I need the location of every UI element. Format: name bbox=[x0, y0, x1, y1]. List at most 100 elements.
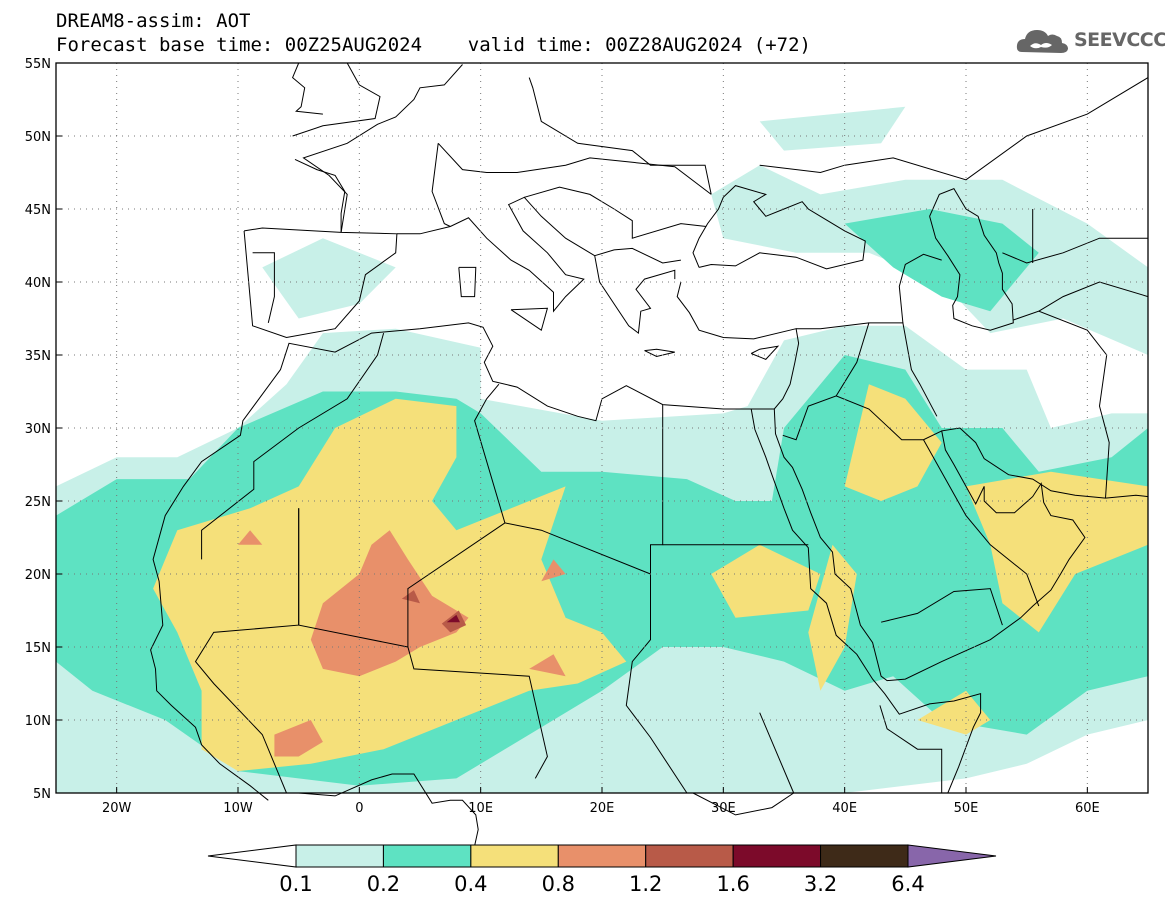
aot-region-level-3 bbox=[844, 384, 942, 501]
aot-region-level-1 bbox=[759, 106, 906, 151]
colorbar-label: 1.2 bbox=[629, 872, 662, 896]
aot-field bbox=[56, 106, 1148, 793]
coastline-or-border bbox=[294, 158, 346, 233]
coastline-or-border bbox=[431, 143, 451, 227]
coastline-or-border bbox=[879, 705, 943, 793]
coastline-or-border bbox=[201, 332, 385, 560]
lat-tick-label: 5N bbox=[33, 787, 51, 802]
lat-tick-label: 40N bbox=[25, 276, 51, 291]
coastline-or-border bbox=[625, 574, 688, 794]
aot-region-level-2 bbox=[844, 209, 1039, 312]
lat-tick-label: 10N bbox=[25, 714, 51, 729]
colorbar-bin bbox=[645, 844, 734, 868]
aot-region-level-4 bbox=[310, 530, 469, 677]
aot-region-level-3 bbox=[808, 544, 857, 691]
coastline-or-border bbox=[692, 185, 866, 270]
colorbar-label: 6.4 bbox=[891, 872, 924, 896]
lon-tick-label: 10E bbox=[468, 801, 493, 816]
coastline-or-border bbox=[759, 77, 1149, 181]
aot-region-level-3 bbox=[917, 690, 991, 735]
coastlines-and-borders bbox=[150, 62, 1149, 852]
aot-region-level-4 bbox=[541, 559, 566, 582]
lat-tick-label: 55N bbox=[25, 57, 51, 72]
chart-title: DREAM8-assim: AOT bbox=[56, 10, 251, 32]
coastline-or-border bbox=[524, 186, 707, 239]
lat-tick-label: 45N bbox=[25, 203, 51, 218]
aot-region-level-4 bbox=[529, 654, 566, 677]
coastline-or-border bbox=[782, 395, 942, 441]
coastline-or-border bbox=[1038, 281, 1149, 312]
colorbar-label: 0.2 bbox=[367, 872, 400, 896]
aot-region-level-3 bbox=[966, 471, 1148, 633]
coastline-or-border bbox=[773, 408, 1149, 682]
coastline-or-border bbox=[396, 196, 676, 335]
lat-tick-label: 25N bbox=[25, 495, 51, 510]
coastline-or-border bbox=[150, 281, 800, 801]
lon-tick-label: 40E bbox=[832, 801, 857, 816]
coastline-or-border bbox=[929, 187, 1014, 331]
coastline-or-border bbox=[437, 142, 712, 195]
colorbar-high-arrow bbox=[907, 844, 997, 868]
coastline-or-border bbox=[1002, 237, 1148, 264]
coastline-or-border bbox=[923, 439, 1040, 607]
lat-tick-label: 30N bbox=[25, 422, 51, 437]
aot-region-level-3 bbox=[711, 544, 821, 618]
lon-tick-label: 50E bbox=[954, 801, 979, 816]
colorbar-label: 1.6 bbox=[716, 872, 749, 896]
coastline-or-border bbox=[750, 345, 780, 360]
lat-tick-label: 20N bbox=[25, 568, 51, 583]
lat-tick-label: 50N bbox=[25, 130, 51, 145]
forecast-time-line: Forecast base time: 00Z25AUG2024 valid t… bbox=[56, 34, 811, 56]
colorbar-label: 0.1 bbox=[279, 872, 312, 896]
colorbar-bin bbox=[820, 844, 909, 868]
aot-region-level-4 bbox=[274, 720, 323, 757]
colorbar-bin bbox=[382, 844, 472, 868]
lon-tick-label: 10W bbox=[223, 801, 253, 816]
coastline-or-border bbox=[510, 307, 549, 332]
lon-tick-label: 20W bbox=[102, 801, 132, 816]
aot-region-level-5 bbox=[401, 590, 420, 604]
seevccc-logo: SEEVCCC bbox=[1016, 24, 1165, 58]
coastline-or-border bbox=[298, 404, 664, 648]
coastline-or-border bbox=[594, 247, 681, 264]
colorbar-low-arrow bbox=[207, 844, 297, 868]
colorbar-bin bbox=[732, 844, 822, 868]
logo-text: SEEVCCC bbox=[1074, 29, 1165, 51]
latitude-ticks: 55N 50N 45N 40N 35N 30N 25N 20N 15N 10N 5N bbox=[25, 57, 62, 802]
coastline-or-border bbox=[291, 62, 323, 115]
lon-tick-label: 60E bbox=[1075, 801, 1100, 816]
lon-tick-label: 0 bbox=[355, 801, 363, 816]
coastline-or-border bbox=[292, 62, 381, 137]
coastline-or-border bbox=[644, 348, 675, 358]
aot-region-level-1 bbox=[262, 238, 396, 319]
coastline-or-border bbox=[243, 227, 398, 339]
colorbar-label: 3.2 bbox=[804, 872, 837, 896]
coastline-or-border bbox=[407, 646, 548, 779]
cloud-icon bbox=[1016, 30, 1068, 53]
aot-region-level-6 bbox=[446, 614, 460, 623]
coastline-or-border bbox=[750, 408, 982, 794]
coastline-or-border bbox=[458, 266, 477, 298]
colorbar-label: 0.4 bbox=[454, 872, 487, 896]
aot-region-level-4 bbox=[238, 530, 263, 545]
coastline-or-border bbox=[252, 252, 275, 324]
coastline-or-border bbox=[880, 588, 1003, 626]
colorbar-label: 0.8 bbox=[542, 872, 575, 896]
colorbar-bin bbox=[295, 844, 384, 868]
coastline-or-border bbox=[302, 64, 463, 233]
lon-tick-label: 30E bbox=[711, 801, 736, 816]
coastline-or-border bbox=[528, 77, 712, 195]
coastline-or-border bbox=[474, 383, 506, 524]
lat-tick-label: 35N bbox=[25, 349, 51, 364]
colorbar: 0.1 0.2 0.4 0.8 1.2 1.6 3.2 6.4 bbox=[207, 844, 997, 896]
longitude-ticks: 20W 10W 0 10E 20E 30E 40E 50E 60E bbox=[102, 787, 1100, 816]
coastline-or-border bbox=[692, 712, 795, 816]
colorbar-bin bbox=[557, 844, 647, 868]
coastline-or-border bbox=[796, 322, 869, 330]
colorbar-bin bbox=[470, 844, 559, 868]
lat-tick-label: 15N bbox=[25, 641, 51, 656]
coastline-or-border bbox=[298, 773, 479, 852]
coastline-or-border bbox=[898, 253, 942, 323]
lon-tick-label: 20E bbox=[590, 801, 615, 816]
